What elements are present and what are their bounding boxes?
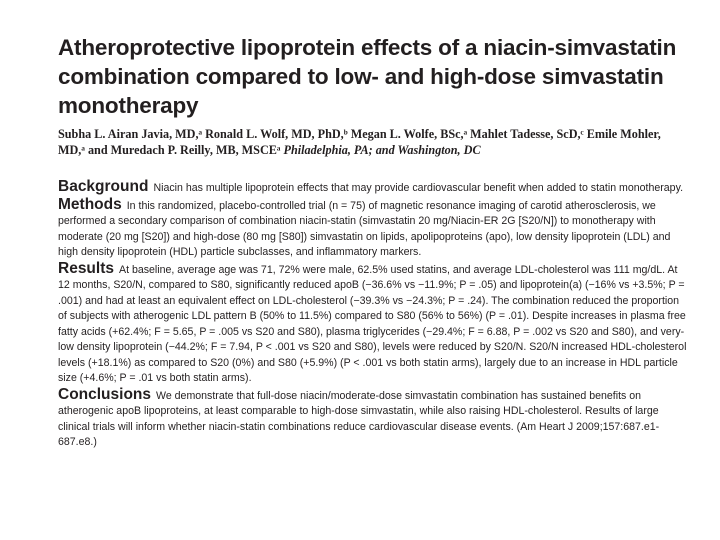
paper-page: Atheroprotective lipoprotein effects of …	[58, 33, 690, 451]
results-section: Results At baseline, average age was 71, …	[58, 259, 690, 387]
background-heading: Background	[58, 178, 149, 195]
paper-title: Atheroprotective lipoprotein effects of …	[58, 35, 677, 118]
abstract: Background Niacin has multiple lipoprotei…	[58, 179, 690, 451]
background-text: Niacin has multiple lipoprotein effects …	[153, 182, 684, 194]
author-names: Subha L. Airan Javia, MD,ᵃ Ronald L. Wol…	[58, 127, 661, 157]
background-section: Background Niacin has multiple lipoprotei…	[58, 179, 690, 197]
conclusions-text: We demonstrate that full-dose niacin/mod…	[58, 389, 660, 449]
conclusions-heading: Conclusions	[58, 385, 152, 403]
author-line: Subha L. Airan Javia, MD,ᵃ Ronald L. Wol…	[58, 126, 690, 158]
results-text: At baseline, average age was 71, 72% wer…	[58, 263, 687, 385]
author-location: Philadelphia, PA; and Washington, DC	[283, 143, 481, 157]
conclusions-section: Conclusions We demonstrate that full-dose…	[58, 385, 690, 451]
methods-heading: Methods	[58, 195, 122, 213]
results-heading: Results	[58, 259, 114, 277]
methods-section: Methods In this randomized, placebo-contr…	[58, 195, 690, 261]
methods-text: In this randomized, placebo-controlled t…	[58, 199, 671, 259]
